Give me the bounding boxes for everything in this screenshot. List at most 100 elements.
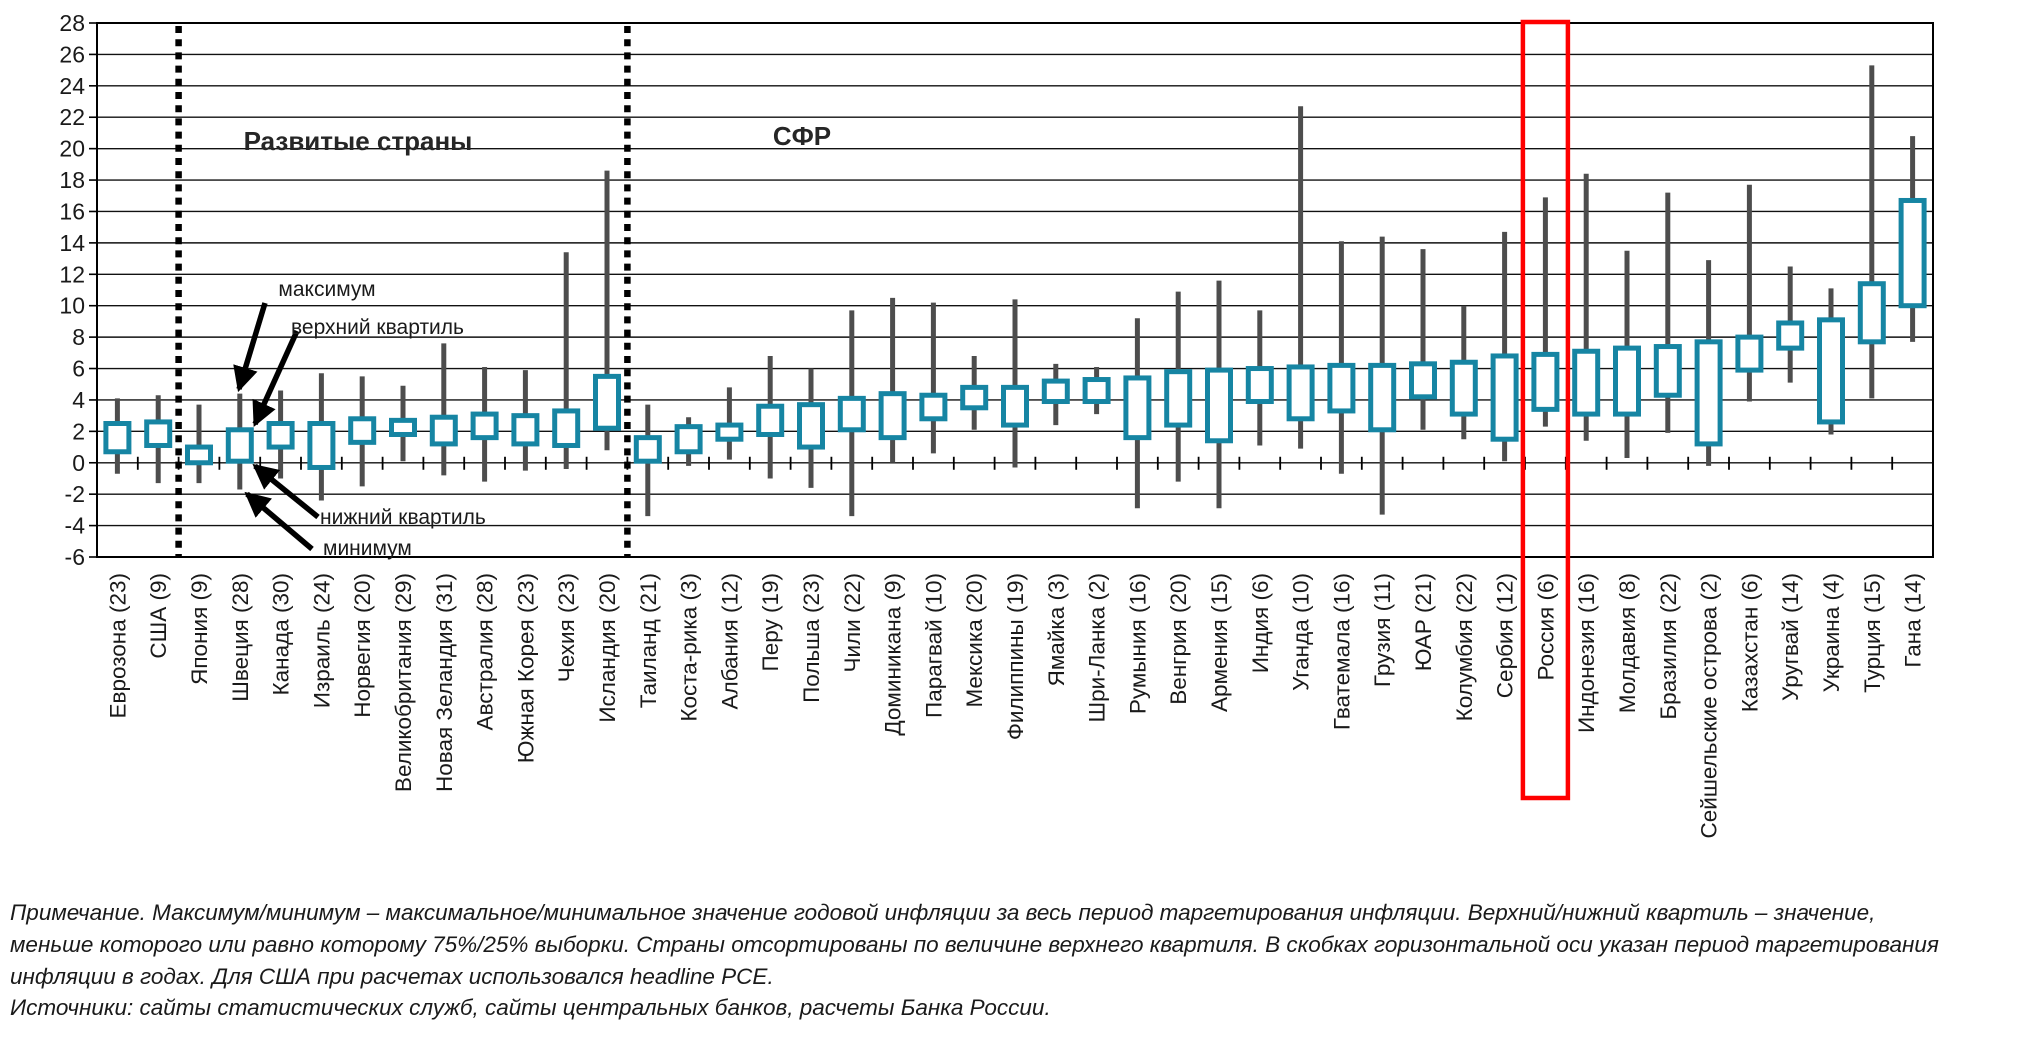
quartile-box <box>1164 369 1193 428</box>
quartile-box <box>1449 359 1478 417</box>
quartile-box <box>878 391 907 441</box>
x-axis-category-label: Еврозона (23) <box>105 573 130 719</box>
quartile-box <box>1001 384 1029 428</box>
quartile-box <box>1123 375 1152 441</box>
quartile-box <box>1205 367 1233 444</box>
x-axis-category-label: Норвегия (20) <box>350 573 375 718</box>
quartile-box <box>389 417 417 437</box>
x-axis-category-label: Гватемала (16) <box>1329 573 1354 730</box>
y-axis-tick-label: 20 <box>59 136 85 162</box>
y-axis-tick-label: 24 <box>59 73 85 99</box>
y-axis-tick-label: -6 <box>65 544 85 570</box>
x-axis-category-label: Румыния (16) <box>1125 573 1150 714</box>
footnote-line: инфляции в годах. Для США при расчетах и… <box>10 963 774 989</box>
x-axis-category-label: Япония (9) <box>187 573 212 685</box>
quartile-box <box>1245 366 1274 405</box>
annotation-lower-quartile: нижний квартиль <box>320 506 486 529</box>
footnote-line: меньше которого или равно которому 75%/2… <box>10 931 1939 957</box>
y-axis-tick-label: 14 <box>59 230 85 256</box>
x-axis-category-label: Ямайка (3) <box>1044 573 1069 686</box>
quartile-box <box>756 403 785 437</box>
x-axis-category-label: Венгрия (20) <box>1166 573 1191 705</box>
x-axis-category-label: Таиланд (21) <box>636 573 661 708</box>
quartile-box <box>1531 351 1560 412</box>
y-axis-tick-label: 28 <box>59 10 85 36</box>
quartile-box <box>593 373 621 431</box>
y-axis-tick-label: 12 <box>59 261 85 287</box>
x-axis-category-label: Швеция (28) <box>228 573 253 702</box>
section-label-emerging-markets: СФР <box>772 121 832 151</box>
quartile-box <box>1817 317 1845 425</box>
quartile-box <box>960 384 989 411</box>
x-axis-category-label: Индонезия (16) <box>1574 573 1599 733</box>
x-axis-category-label: ЮАР (21) <box>1411 573 1436 671</box>
quartile-box <box>1041 378 1070 405</box>
quartile-box <box>307 421 336 470</box>
x-axis-category-label: Турция (15) <box>1860 573 1885 693</box>
x-axis-category-label: Украина (4) <box>1819 573 1844 692</box>
plot-border <box>96 22 1934 558</box>
quartile-box <box>837 395 866 433</box>
x-axis-category-label: США (9) <box>146 573 171 659</box>
quartile-box <box>429 414 458 447</box>
y-axis-tick-label: -4 <box>65 513 86 539</box>
quartile-box <box>1694 339 1723 447</box>
quartile-box <box>1653 344 1682 398</box>
x-axis-category-label: Новая Зеландия (31) <box>432 573 457 792</box>
quartile-box <box>1327 362 1356 414</box>
x-axis-category-label: Израиль (24) <box>309 573 334 708</box>
y-axis-tick-label: 0 <box>72 450 85 476</box>
x-axis-category-label: Чили (22) <box>840 573 865 673</box>
x-axis-category-label: Уругвай (14) <box>1778 573 1803 701</box>
x-axis-category-label: Коста-рика (3) <box>677 573 702 722</box>
quartile-box <box>1572 348 1601 417</box>
x-axis-category-label: Польша (23) <box>799 573 824 703</box>
quartile-box <box>1082 377 1111 405</box>
x-axis-category-label: Албания (12) <box>717 573 742 709</box>
x-axis-category-label: Гана (14) <box>1901 573 1926 668</box>
x-axis-category-label: Шри-Ланка (2) <box>1085 573 1110 723</box>
quartile-box <box>1898 197 1927 309</box>
x-axis-category-label: Канада (30) <box>269 573 294 695</box>
y-axis-tick-label: 16 <box>59 198 85 224</box>
quartile-box <box>674 424 703 455</box>
x-axis-category-label: Казахстан (6) <box>1737 573 1762 712</box>
quartile-box <box>552 408 581 448</box>
y-axis-tick-label: 10 <box>59 293 85 319</box>
quartile-box <box>470 411 499 441</box>
quartile-box <box>225 427 254 464</box>
x-axis-category-label: Индия (6) <box>1248 573 1273 673</box>
y-axis-tick-label: 4 <box>72 387 85 413</box>
arrow-lower-quartile <box>252 463 320 520</box>
quartile-box <box>633 435 662 464</box>
x-axis-category-label: Великобритания (29) <box>391 573 416 792</box>
x-axis-category-label: Сейшельские острова (2) <box>1697 573 1722 839</box>
quartile-box <box>1735 334 1764 373</box>
x-axis-category-label: Парагвай (10) <box>921 573 946 718</box>
quartile-box <box>715 422 744 442</box>
x-axis-category-label: Сербия (12) <box>1493 573 1518 698</box>
quartile-box <box>1613 345 1641 417</box>
quartile-box <box>348 416 377 445</box>
x-axis-category-label: Южная Корея (23) <box>513 573 538 763</box>
y-axis-tick-label: -2 <box>65 481 85 507</box>
x-axis-category-label: Исландия (20) <box>595 573 620 723</box>
quartile-box <box>511 413 540 447</box>
y-axis-tick-label: 26 <box>59 41 85 67</box>
y-axis-tick-label: 8 <box>72 324 85 350</box>
annotation-upper-quartile: верхний квартиль <box>291 316 464 339</box>
arrow-upper-quartile <box>252 329 300 428</box>
quartile-box <box>1286 364 1315 422</box>
quartile-box <box>919 392 948 422</box>
quartile-box <box>1857 281 1886 345</box>
footnote: Примечание. Максимум/минимум – максималь… <box>10 897 1939 1024</box>
y-axis-tick-label: 6 <box>72 356 85 382</box>
annotation-minimum: минимум <box>323 537 412 560</box>
quartile-box <box>1368 362 1397 433</box>
x-axis-category-label: Бразилия (22) <box>1656 573 1681 720</box>
highlight-box-russia <box>1520 19 1571 801</box>
x-axis-category-label: Чехия (23) <box>554 573 579 682</box>
quartile-box <box>185 444 213 466</box>
x-axis-category-label: Австралия (28) <box>473 573 498 730</box>
